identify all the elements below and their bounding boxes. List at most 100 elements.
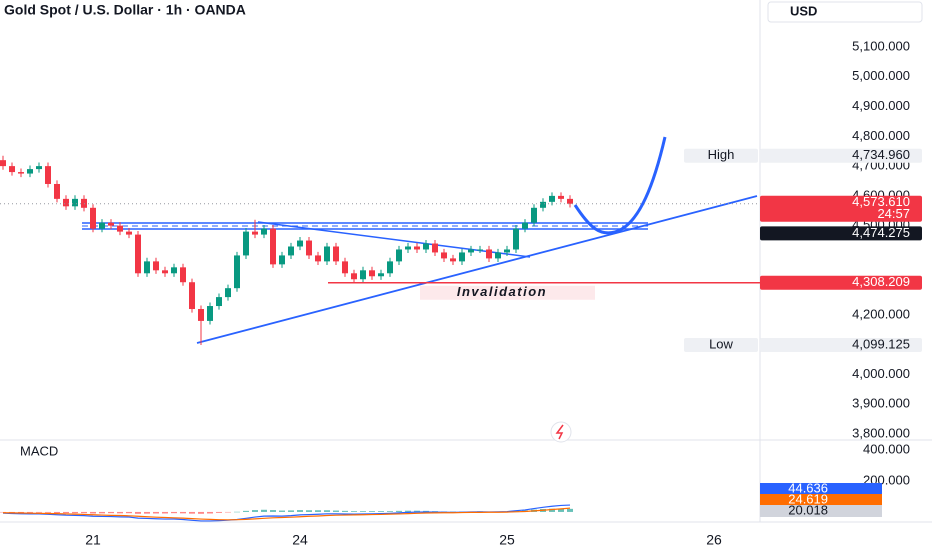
histogram-bar [216,512,222,513]
histogram-bar [315,510,321,512]
histogram-bar [342,511,348,512]
chart-title: Gold Spot / U.S. Dollar · 1h · OANDA [4,2,246,18]
histogram-bar [81,512,87,513]
candle-body [522,223,528,229]
drawings [82,137,757,343]
candle-body [297,241,303,247]
candle-body [243,232,249,256]
histogram-bar [396,511,402,512]
candle-body [549,196,555,202]
histogram-bar [306,510,312,512]
ascending-trendline [197,196,757,343]
candle-body [90,208,96,229]
candle-body [369,270,375,276]
histogram-bar [198,512,204,514]
candle-body [270,229,276,265]
candle-body [36,166,42,169]
candle-body [432,244,438,253]
histogram-bar [324,510,330,512]
candle-body [126,232,132,235]
histogram-bar [270,510,276,512]
candle-body [531,208,537,223]
candle-body [27,169,33,173]
histogram-bar [351,511,357,512]
candle-body [405,246,411,249]
marker-name: High [708,147,735,162]
candle-body [162,270,168,273]
candle-body [288,246,294,255]
histogram-bar [189,512,195,514]
candle-body [144,261,150,273]
marker-value: 4,734.960 [852,147,910,162]
y-tick-label: 4,800.000 [852,128,910,143]
histogram-bar [333,511,339,512]
histogram-bar [234,512,240,513]
candle-body [495,252,501,258]
candle-body [558,196,564,199]
marker-name: Low [709,336,733,351]
y-tick-label: 400.000 [863,441,910,456]
histogram-bar [135,512,141,514]
histogram-bar [252,510,258,512]
x-tick-label: 24 [292,532,308,548]
candle-body [180,267,186,282]
candle-body [423,244,429,250]
candle-body [54,184,60,199]
y-tick-label: 3,800.000 [852,425,910,440]
candle-body [324,246,330,261]
candle-body [171,267,177,273]
candle-body [225,288,231,297]
candle-body [9,166,15,172]
candle-body [360,270,366,279]
candle-body [459,252,465,261]
candle-body [567,199,573,204]
candle-body [63,199,69,206]
histogram-bar [378,511,384,512]
candle-body [279,255,285,264]
candle-body [135,235,141,274]
histogram-bar [360,511,366,512]
level-text: Invalidation [457,284,547,299]
histogram-bar [90,512,96,514]
candle-body [342,261,348,273]
candle-body [108,223,114,226]
histogram-bar [162,512,168,514]
candle-body [45,166,51,184]
histogram-bar [261,510,267,512]
currency: USD [790,3,817,18]
y-tick-label: 4,000.000 [852,366,910,381]
x-tick-label: 26 [706,532,722,548]
y-tick-label: 3,900.000 [852,396,910,411]
replay-icon [551,422,571,442]
histogram-bar [369,511,375,512]
histogram-bar [117,512,123,513]
histogram-bar [72,512,78,513]
marker-value: 4,099.125 [852,336,910,351]
histogram-bar [144,512,150,514]
histogram-bar [153,512,159,514]
histogram-bar [288,510,294,512]
candle-body [189,282,195,309]
histogram-bar [297,510,303,512]
candle-body [414,246,420,249]
x-tick-label: 21 [85,532,101,548]
candle-body [261,229,267,235]
histogram-bar [567,509,573,512]
candle-body [252,232,258,235]
candle-body [207,306,213,321]
histogram-bar [63,512,69,513]
macd-line [3,508,570,520]
icon-circle [551,422,571,442]
histogram-bar [126,512,132,513]
candle-body [513,229,519,250]
candle-body [315,255,321,261]
level-label: 4,308.209 [852,274,910,289]
histogram-bar [279,511,285,512]
candle-body [387,261,393,273]
last-value-label: 20.018 [788,502,828,517]
candle-body [99,223,105,229]
indicator-title: MACD [20,443,58,458]
x-tick-label: 25 [499,532,515,548]
candle-body [504,249,510,252]
